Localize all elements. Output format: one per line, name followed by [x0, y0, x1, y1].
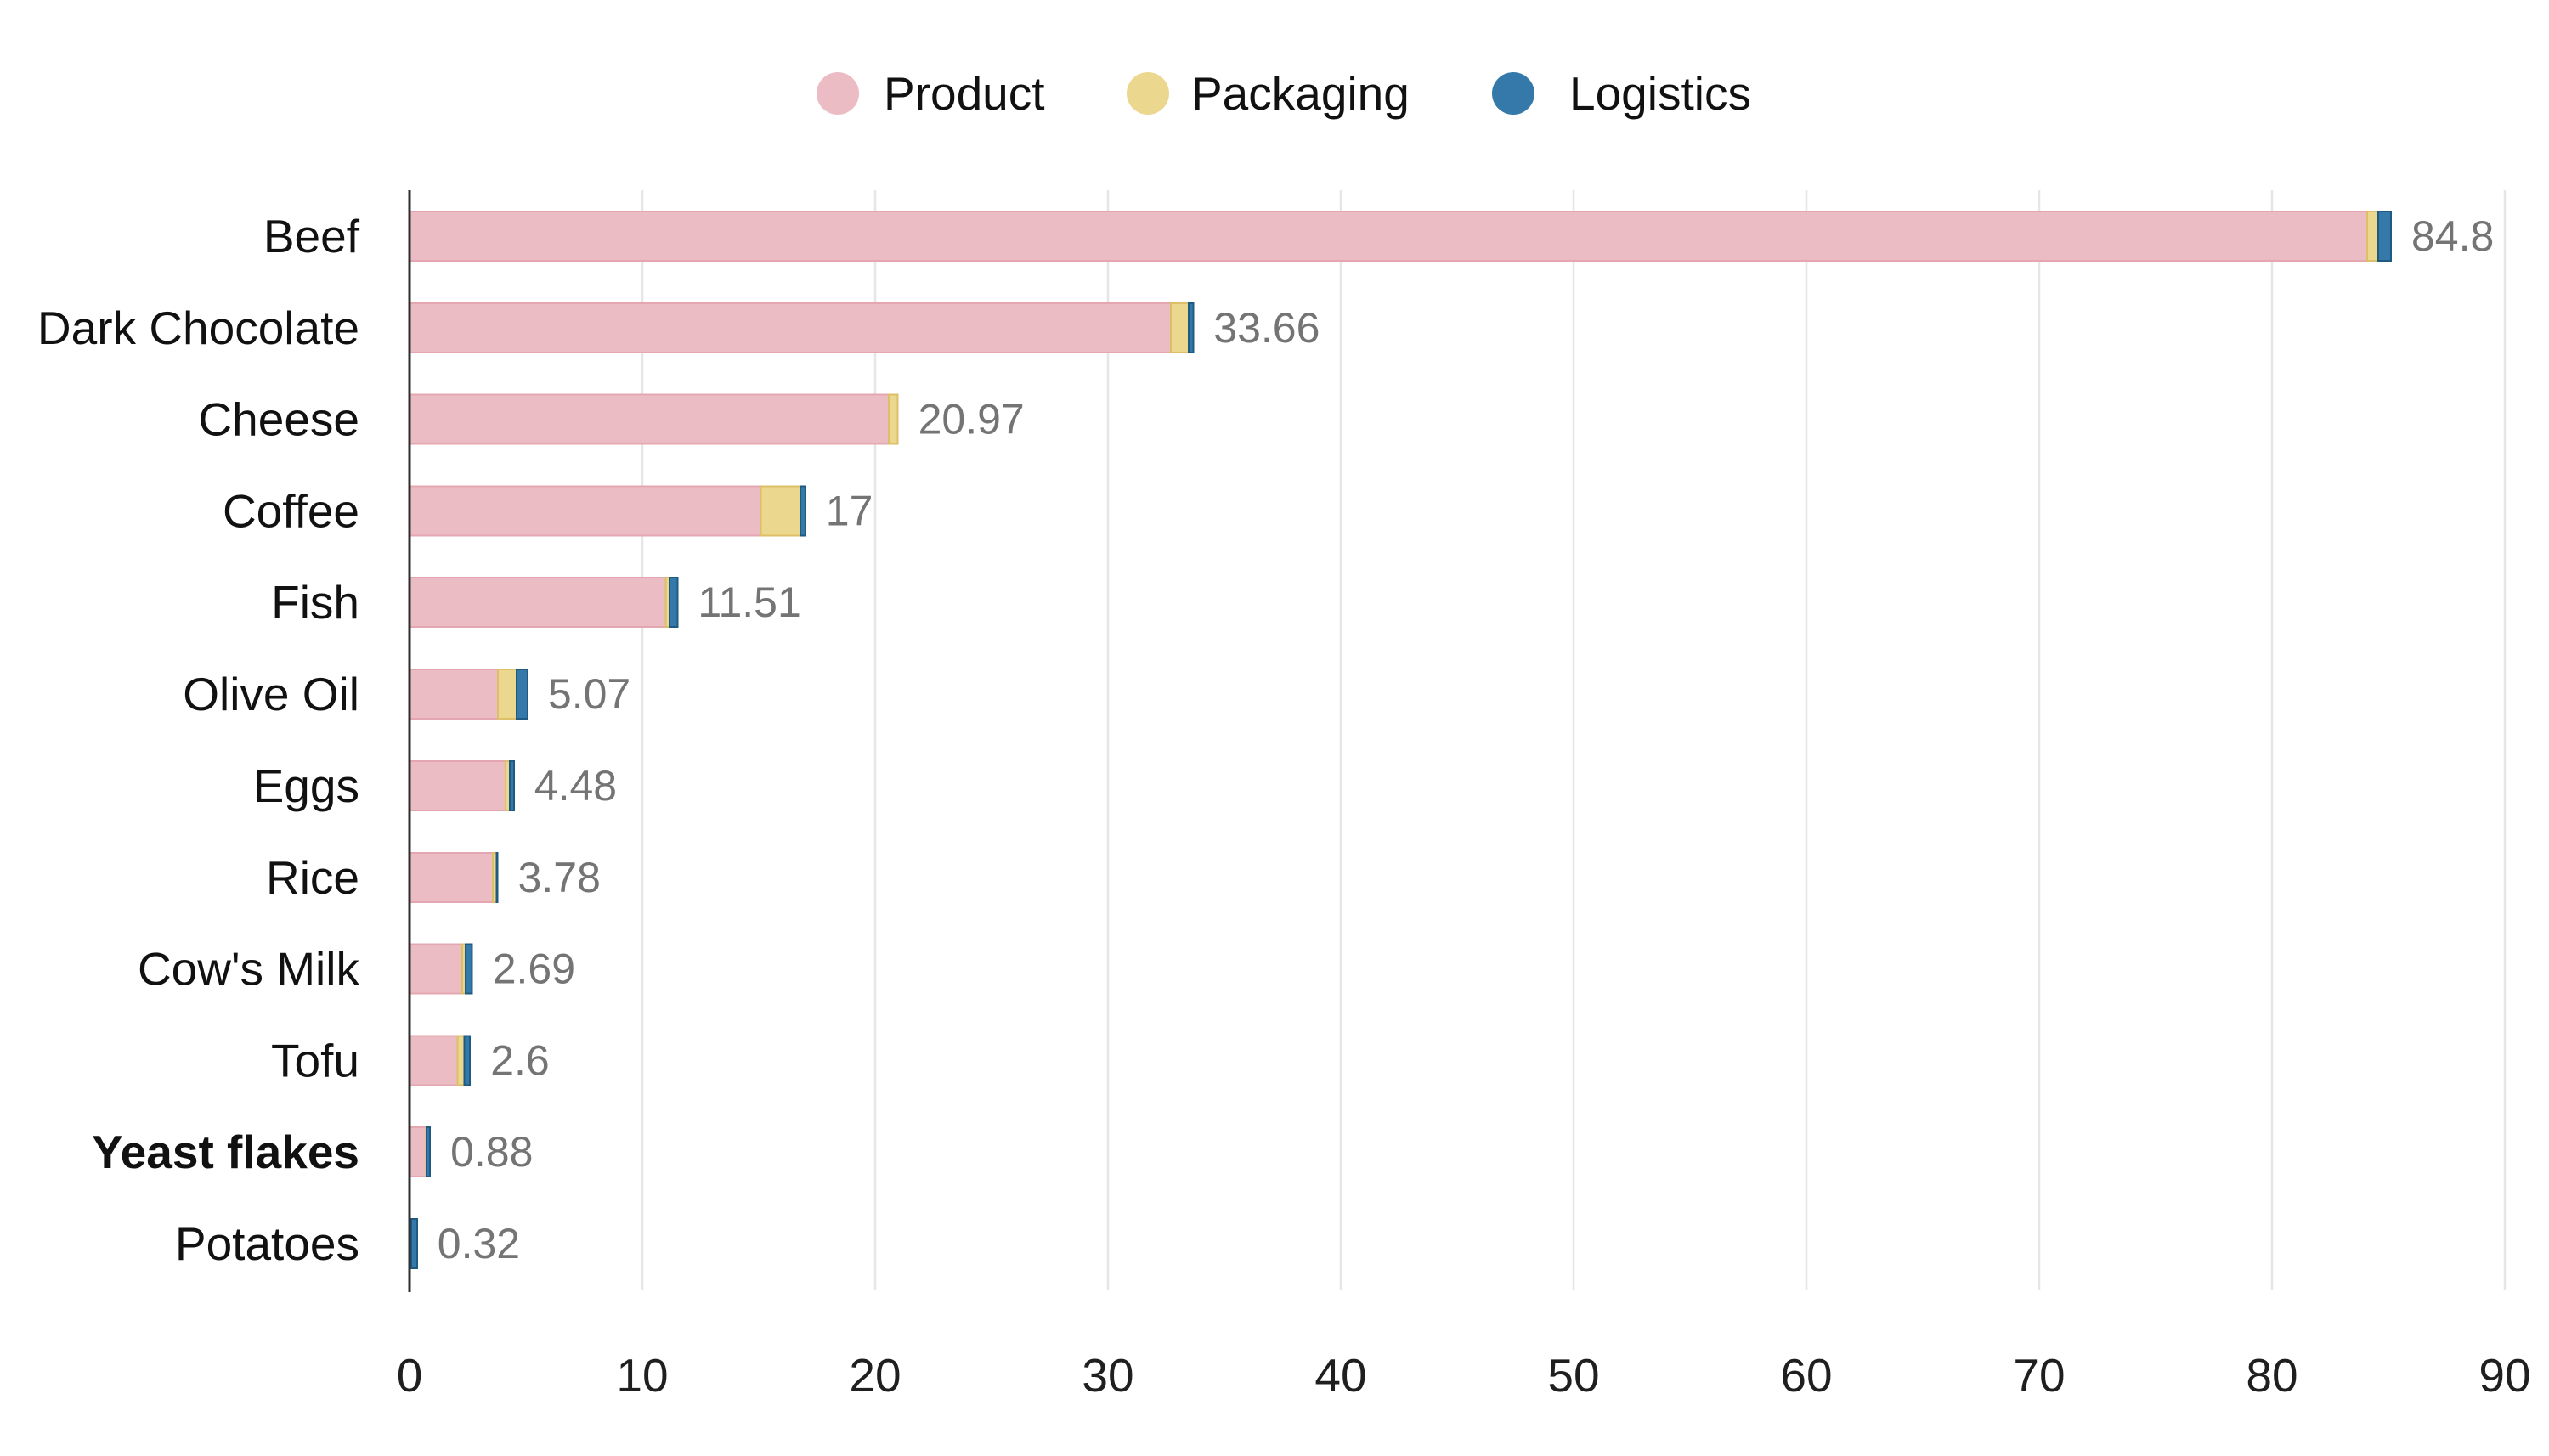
svg-text:70: 70: [2013, 1349, 2065, 1402]
svg-text:30: 30: [1082, 1349, 1133, 1402]
svg-text:Dark Chocolate: Dark Chocolate: [37, 302, 359, 354]
svg-text:Tofu: Tofu: [271, 1034, 359, 1086]
svg-text:60: 60: [1780, 1349, 1832, 1402]
svg-text:Cow's Milk: Cow's Milk: [138, 943, 360, 996]
svg-text:Fish: Fish: [271, 576, 359, 629]
svg-text:Packaging: Packaging: [1191, 67, 1410, 120]
svg-text:3.78: 3.78: [518, 854, 601, 901]
svg-text:0.32: 0.32: [438, 1220, 520, 1267]
svg-text:Logistics: Logistics: [1569, 67, 1751, 120]
svg-text:Olive Oil: Olive Oil: [183, 668, 359, 720]
svg-text:20.97: 20.97: [918, 396, 1025, 443]
svg-text:11.51: 11.51: [698, 578, 800, 626]
svg-text:Eggs: Eggs: [253, 759, 359, 812]
svg-text:Potatoes: Potatoes: [175, 1217, 359, 1270]
svg-text:Beef: Beef: [263, 210, 360, 262]
svg-text:0.88: 0.88: [450, 1128, 533, 1176]
svg-text:33.66: 33.66: [1213, 304, 1320, 352]
svg-text:17: 17: [826, 487, 873, 534]
svg-text:5.07: 5.07: [548, 670, 630, 718]
svg-text:80: 80: [2246, 1349, 2297, 1402]
svg-text:2.6: 2.6: [490, 1036, 550, 1084]
svg-text:4.48: 4.48: [534, 762, 617, 810]
svg-text:2.69: 2.69: [493, 945, 575, 993]
svg-text:90: 90: [2478, 1349, 2530, 1402]
svg-text:20: 20: [849, 1349, 901, 1402]
svg-text:Coffee: Coffee: [223, 484, 359, 537]
svg-text:Cheese: Cheese: [198, 393, 359, 446]
svg-text:10: 10: [616, 1349, 668, 1402]
svg-text:0: 0: [397, 1349, 423, 1402]
svg-text:40: 40: [1314, 1349, 1366, 1402]
svg-text:Rice: Rice: [266, 851, 359, 904]
svg-text:50: 50: [1547, 1349, 1599, 1402]
svg-text:Yeast flakes: Yeast flakes: [92, 1126, 359, 1178]
svg-text:84.8: 84.8: [2411, 212, 2494, 260]
svg-text:Product: Product: [884, 67, 1045, 120]
